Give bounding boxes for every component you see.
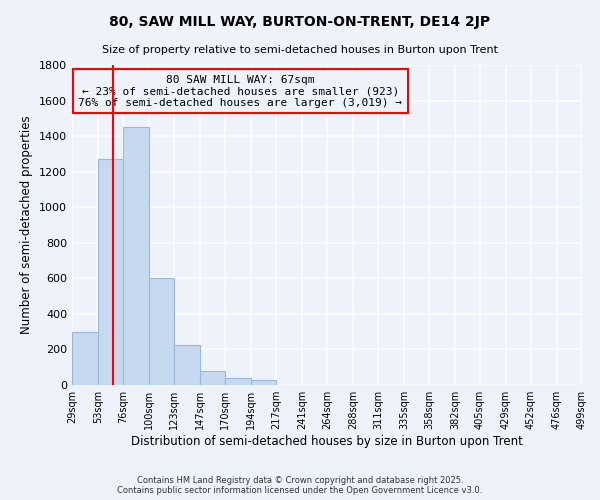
Bar bbox=[174, 345, 200, 385]
Bar bbox=[200, 371, 225, 385]
Text: 80 SAW MILL WAY: 67sqm
← 23% of semi-detached houses are smaller (923)
76% of se: 80 SAW MILL WAY: 67sqm ← 23% of semi-det… bbox=[79, 74, 403, 108]
Text: Size of property relative to semi-detached houses in Burton upon Trent: Size of property relative to semi-detach… bbox=[102, 45, 498, 55]
Bar bbox=[225, 378, 251, 385]
Bar bbox=[149, 278, 174, 385]
Text: Contains HM Land Registry data © Crown copyright and database right 2025.
Contai: Contains HM Land Registry data © Crown c… bbox=[118, 476, 482, 495]
Y-axis label: Number of semi-detached properties: Number of semi-detached properties bbox=[20, 116, 34, 334]
Bar bbox=[98, 159, 123, 385]
Bar bbox=[251, 380, 276, 385]
Bar bbox=[72, 332, 98, 385]
Bar bbox=[123, 127, 149, 385]
Text: 80, SAW MILL WAY, BURTON-ON-TRENT, DE14 2JP: 80, SAW MILL WAY, BURTON-ON-TRENT, DE14 … bbox=[109, 15, 491, 29]
X-axis label: Distribution of semi-detached houses by size in Burton upon Trent: Distribution of semi-detached houses by … bbox=[131, 435, 523, 448]
